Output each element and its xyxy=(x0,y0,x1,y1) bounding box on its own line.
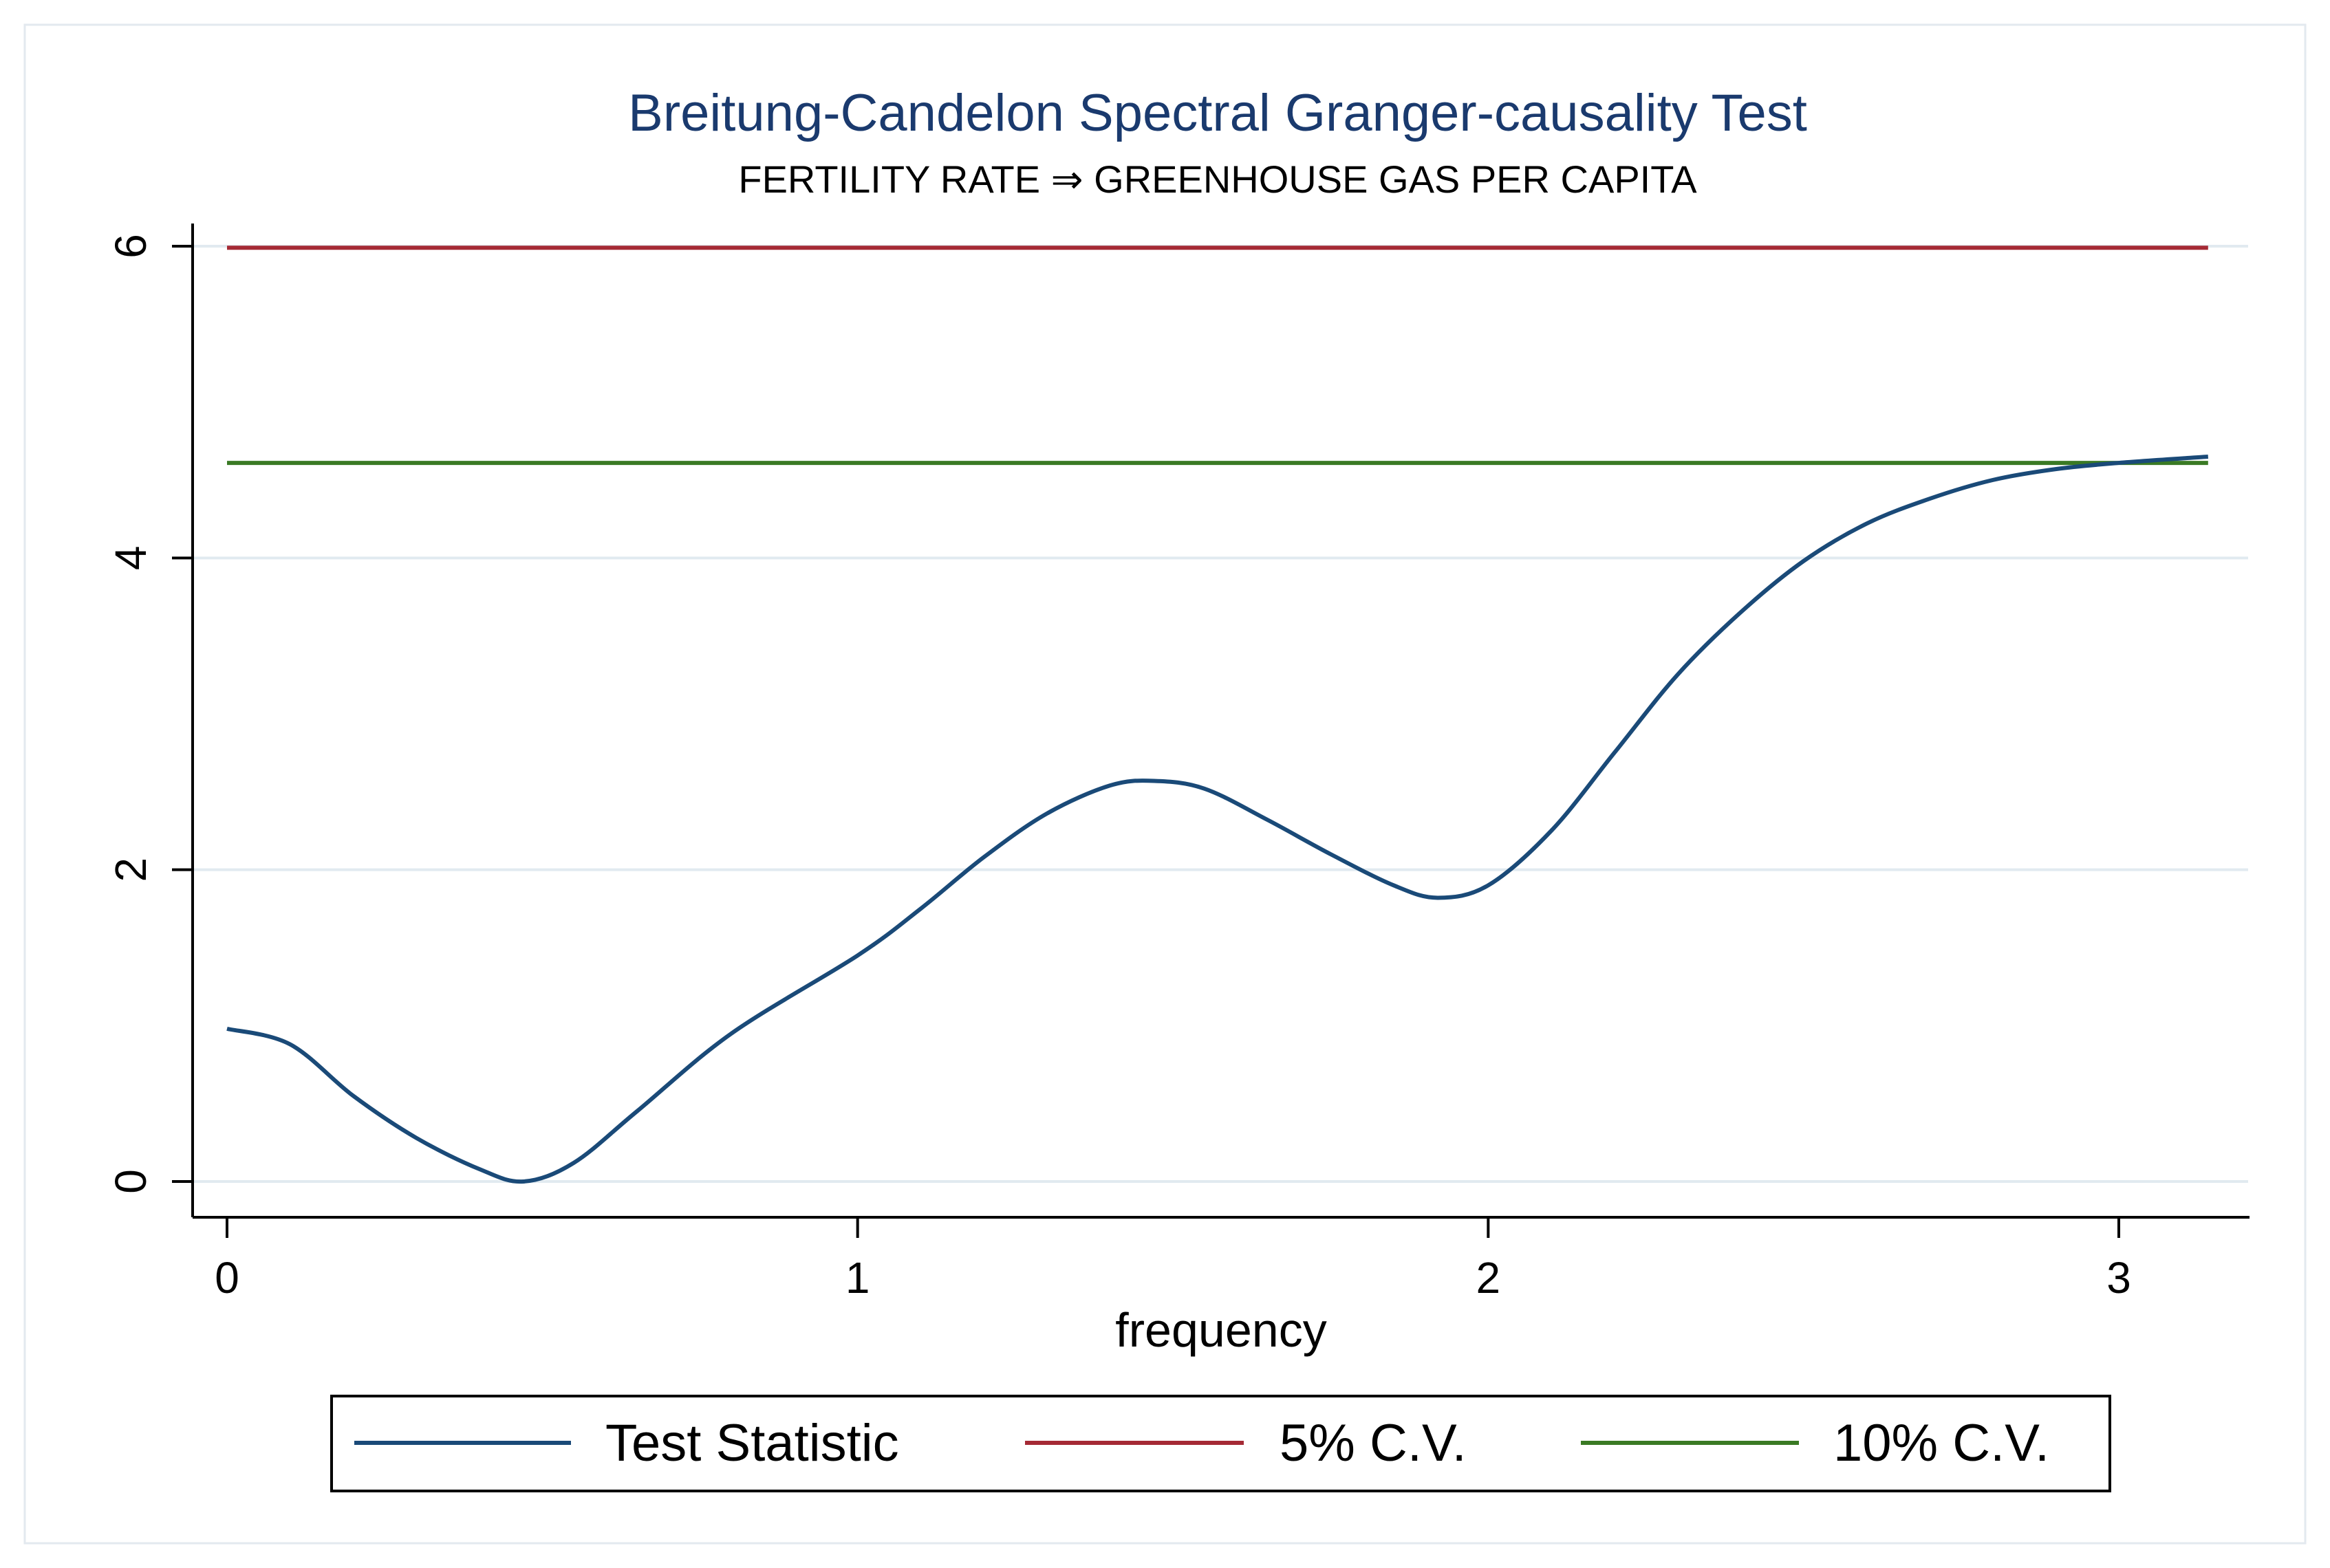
legend-label-test-statistic: Test Statistic xyxy=(605,1414,899,1472)
y-tick-label-0: 0 xyxy=(106,1169,155,1194)
x-tick-label-2: 2 xyxy=(1476,1253,1501,1303)
y-tick-label-3: 6 xyxy=(106,234,155,259)
chart-title: Breitung-Candelon Spectral Granger-causa… xyxy=(628,84,1807,142)
legend-label-5pct-cv: 5% C.V. xyxy=(1280,1414,1467,1472)
legend-label-10pct-cv: 10% C.V. xyxy=(1833,1414,2049,1472)
legend: Test Statistic 5% C.V. 10% C.V. xyxy=(330,1395,2111,1492)
x-axis-title: frequency xyxy=(1115,1303,1326,1357)
y-tick-label-1: 2 xyxy=(106,858,155,882)
y-ticks: 0 2 4 6 xyxy=(106,234,193,1194)
x-tick-label-3: 3 xyxy=(2106,1253,2131,1303)
y-tick-label-2: 4 xyxy=(106,546,155,571)
chart-subtitle: FERTILITY RATE ⇒ GREENHOUSE GAS PER CAPI… xyxy=(738,157,1697,201)
x-tick-label-1: 1 xyxy=(845,1253,870,1303)
series-line-test-statistic xyxy=(226,455,2209,1184)
x-ticks: 0 1 2 3 xyxy=(215,1217,2131,1303)
outer-frame xyxy=(23,23,2307,1545)
axes xyxy=(191,224,2250,1219)
x-tick-label-0: 0 xyxy=(215,1253,239,1303)
series-lines xyxy=(226,246,2209,1184)
